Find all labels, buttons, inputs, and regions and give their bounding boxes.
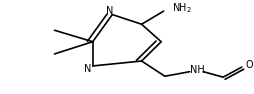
Text: NH$_2$: NH$_2$ [172,1,192,15]
Text: NH: NH [190,65,204,75]
Text: O: O [246,60,253,70]
Text: N: N [106,6,113,16]
Text: N: N [84,64,92,74]
